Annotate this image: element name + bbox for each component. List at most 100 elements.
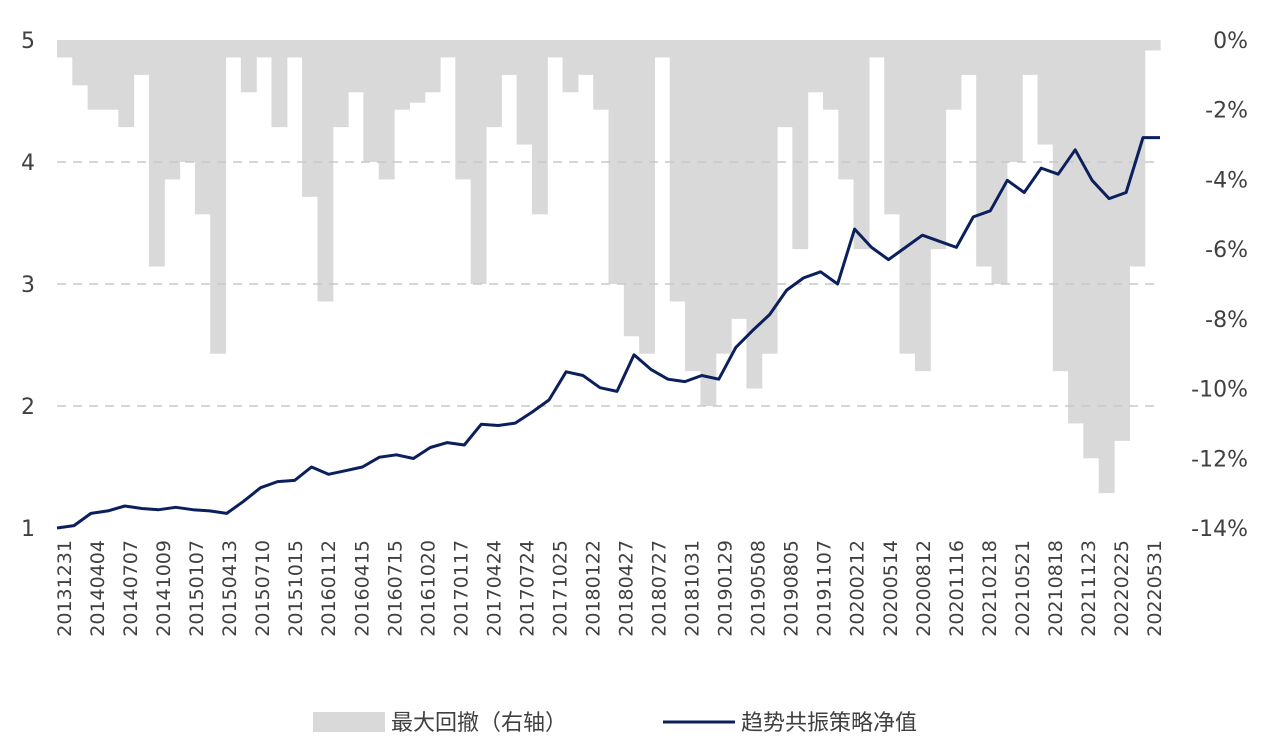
left-axis-tick-label: 2 (21, 395, 35, 420)
drawdown-bar (976, 40, 993, 267)
x-axis-tick-label: 20140707 (120, 540, 142, 637)
drawdown-bar (731, 40, 747, 319)
x-axis-tick-label: 20170424 (483, 540, 505, 637)
drawdown-bar (1144, 40, 1161, 51)
x-axis-tick-label: 20191107 (814, 540, 836, 637)
drawdown-bar (317, 40, 334, 302)
x-axis-tick-label: 20170724 (516, 540, 538, 637)
drawdown-bar (485, 40, 502, 128)
x-axis-tick-label: 20150413 (219, 540, 241, 637)
drawdown-bar (792, 40, 809, 250)
x-axis-tick-label: 20161020 (417, 540, 439, 637)
drawdown-bar (409, 40, 426, 103)
drawdown-bar (1052, 40, 1069, 372)
drawdown-bar (914, 40, 931, 372)
drawdown-bar (348, 40, 364, 93)
right-axis-tick-label: -14% (1191, 517, 1248, 542)
drawdown-bar (1098, 40, 1115, 494)
left-axis-tick-label: 4 (21, 151, 35, 176)
left-axis-tick-label: 5 (21, 29, 35, 54)
drawdown-bar (547, 40, 564, 58)
x-axis-tick-label: 20190508 (748, 540, 770, 637)
right-axis-tick-label: -4% (1205, 168, 1248, 193)
x-axis-tick-label: 20170117 (450, 540, 472, 637)
x-axis-tick-label: 20180427 (616, 540, 638, 637)
drawdown-bar (623, 40, 640, 337)
drawdown-bar (240, 40, 257, 93)
drawdown-bar (210, 40, 227, 354)
x-axis-tick-label: 20131231 (54, 540, 76, 637)
x-axis-tick-label: 20141009 (153, 540, 175, 637)
x-axis-tick-label: 20200812 (913, 540, 935, 637)
legend: 最大回撤（右轴） 趋势共振策略净值 (313, 711, 917, 736)
left-axis-tick-label: 1 (21, 517, 35, 542)
legend-label-drawdown: 最大回撤（右轴） (391, 711, 567, 736)
drawdown-bar (930, 40, 947, 250)
legend-swatch-drawdown (313, 712, 385, 732)
drawdown-bar (455, 40, 472, 180)
x-axis-tick-label: 20210521 (1012, 540, 1034, 637)
drawdown-bar (271, 40, 288, 128)
x-axis-ticks: 20131231 20140404 20140707 20141009 20150107… (54, 540, 1166, 637)
drawdown-bar (685, 40, 702, 372)
drawdown-bar (72, 40, 89, 86)
drawdown-bar (1068, 40, 1084, 424)
x-axis-tick-label: 20160715 (384, 540, 406, 637)
drawdown-bar (807, 40, 824, 93)
right-axis-tick-label: -2% (1205, 99, 1248, 124)
drawdown-bar (1006, 40, 1023, 162)
drawdown-bar (838, 40, 855, 180)
x-axis-tick-label: 20180122 (583, 540, 605, 637)
x-axis-tick-label: 20150107 (186, 540, 208, 637)
x-axis-tick-label: 20160415 (351, 540, 373, 637)
drawdown-bar (378, 40, 395, 180)
drawdown-bar (256, 40, 273, 58)
drawdown-bar (1037, 40, 1054, 145)
x-axis-tick-label: 20200212 (847, 540, 869, 637)
drawdown-bar (562, 40, 579, 93)
left-axis-tick-label: 3 (21, 273, 35, 298)
x-axis-tick-label: 20181031 (682, 540, 704, 637)
drawdown-bar (501, 40, 518, 75)
drawdown-bar (179, 40, 196, 162)
x-axis-tick-label: 20151015 (285, 540, 307, 637)
drawdown-bar (133, 40, 150, 75)
drawdown-bar (118, 40, 135, 128)
x-axis-tick-label: 20210218 (979, 540, 1001, 637)
drawdown-bar (761, 40, 778, 354)
drawdown-bar (148, 40, 165, 267)
x-axis-tick-label: 20210818 (1045, 540, 1067, 637)
x-axis-tick-label: 20200514 (880, 540, 902, 637)
drawdown-bar (853, 40, 870, 250)
x-axis-tick-label: 20190805 (781, 540, 803, 637)
x-axis-tick-label: 20220531 (1144, 540, 1166, 637)
drawdown-bar (424, 40, 441, 93)
drawdown-area-layer (57, 40, 1161, 494)
drawdown-bar (639, 40, 656, 354)
right-axis-tick-label: 0% (1213, 29, 1248, 54)
right-axis-tick-label: -8% (1205, 308, 1248, 333)
drawdown-bar (302, 40, 319, 197)
drawdown-bar (439, 40, 456, 58)
right-axis-tick-label: -10% (1191, 378, 1248, 403)
drawdown-bar (577, 40, 594, 75)
x-axis-tick-label: 20180727 (649, 540, 671, 637)
nav-line (56, 136, 1160, 530)
x-axis-tick-label: 20150710 (252, 540, 274, 637)
x-axis-tick-label: 20160112 (318, 540, 340, 637)
drawdown-bar (700, 40, 717, 406)
x-axis-tick-label: 20220225 (1111, 540, 1133, 637)
legend-label-nav: 趋势共振策略净值 (741, 711, 917, 736)
x-axis-tick-label: 20190129 (715, 540, 737, 637)
drawdown-bar (194, 40, 211, 215)
drawdown-bar (777, 40, 793, 128)
right-axis-tick-label: -12% (1191, 447, 1248, 472)
drawdown-bar (868, 40, 885, 58)
x-axis-tick-label: 20201116 (946, 540, 968, 637)
drawdown-bar (1083, 40, 1100, 459)
drawdown-bar (1114, 40, 1130, 441)
drawdown-bar (669, 40, 686, 302)
right-axis-tick-label: -6% (1205, 238, 1248, 263)
drawdown-bar (960, 40, 977, 75)
